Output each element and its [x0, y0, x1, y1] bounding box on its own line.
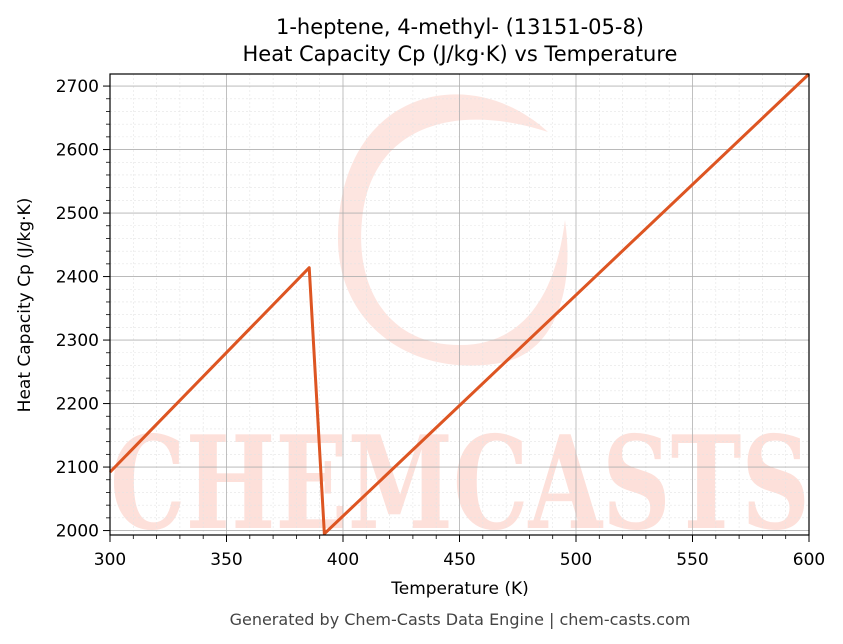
x-tick-label: 450 — [443, 550, 475, 570]
y-tick-label: 2100 — [56, 458, 99, 478]
x-tick-label: 350 — [210, 550, 242, 570]
y-tick-label: 2000 — [56, 522, 99, 542]
x-tick-label: 300 — [94, 550, 126, 570]
x-axis-label: Temperature (K) — [390, 579, 529, 599]
x-tick-label: 500 — [560, 550, 592, 570]
ticks — [103, 85, 810, 542]
series-layer — [108, 72, 811, 536]
y-tick-labels: 2000 2100 2200 2300 2400 2500 2600 2700 — [56, 77, 99, 541]
footer-credit: Generated by Chem-Casts Data Engine | ch… — [230, 610, 691, 629]
watermark-swirl — [337, 94, 568, 366]
y-tick-label: 2600 — [56, 141, 99, 161]
y-tick-label: 2700 — [56, 77, 99, 97]
series-line — [108, 72, 811, 536]
y-axis-label: Heat Capacity Cp (J/kg·K) — [15, 198, 35, 413]
chart-title-line2: Heat Capacity Cp (J/kg·K) vs Temperature — [243, 42, 678, 66]
y-tick-label: 2300 — [56, 331, 99, 351]
y-tick-label: 2500 — [56, 204, 99, 224]
x-tick-label: 400 — [327, 550, 359, 570]
x-tick-label: 550 — [676, 550, 708, 570]
y-tick-label: 2200 — [56, 395, 99, 415]
watermark: CHEMCASTS — [110, 94, 810, 559]
chart-title-line1: 1-heptene, 4-methyl- (13151-05-8) — [276, 15, 644, 39]
y-tick-label: 2400 — [56, 268, 99, 288]
x-tick-labels: 300 350 400 450 500 550 600 — [94, 550, 825, 570]
x-tick-label: 600 — [793, 550, 825, 570]
